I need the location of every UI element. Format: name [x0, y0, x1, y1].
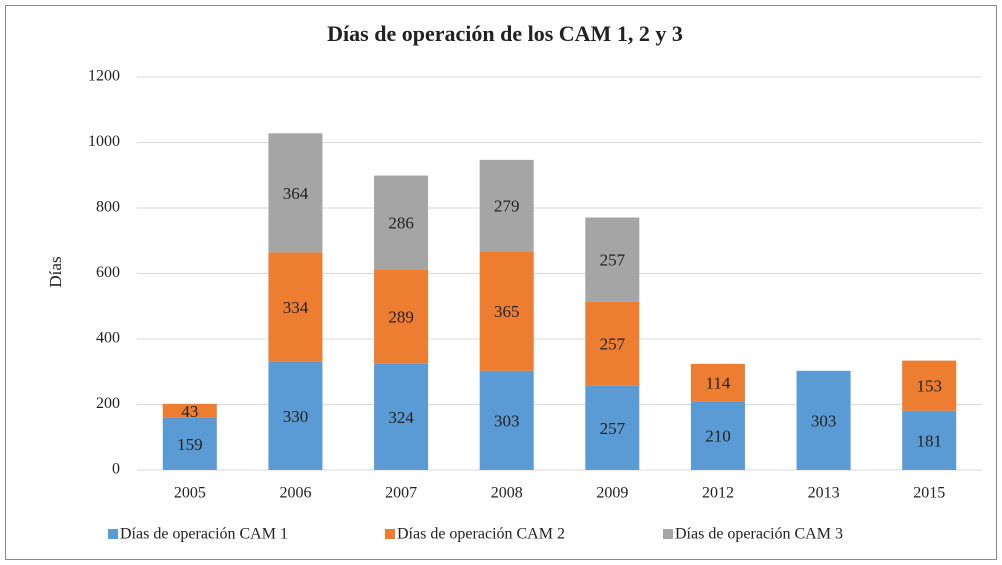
data-label: 153	[916, 377, 942, 396]
x-tick-label: 2009	[596, 485, 628, 502]
bar-segment	[902, 410, 957, 470]
data-label: 289	[388, 307, 414, 326]
y-tick-label: 600	[96, 264, 120, 281]
data-label: 365	[494, 302, 520, 321]
data-label: 334	[283, 298, 309, 317]
x-tick-label: 2008	[491, 485, 523, 502]
bar-segment	[374, 269, 429, 364]
bar-segment	[268, 133, 323, 253]
legend-label: Días de operación CAM 2	[397, 526, 565, 543]
bar-segment	[268, 252, 323, 362]
bar-segment	[690, 401, 745, 470]
x-tick-label: 2015	[913, 485, 945, 502]
data-label: 364	[283, 184, 309, 203]
x-tick-label: 2005	[174, 485, 206, 502]
y-tick-label: 400	[96, 330, 120, 347]
legend-swatch	[663, 529, 673, 539]
data-label: 181	[916, 431, 942, 450]
bar-segment	[690, 363, 745, 402]
data-label: 43	[181, 402, 198, 421]
data-label: 303	[494, 411, 520, 430]
legend-swatch	[108, 529, 118, 539]
legend-swatch	[385, 529, 395, 539]
chart-title: Días de operación de los CAM 1, 2 y 3	[327, 21, 683, 46]
bar-segment	[268, 361, 323, 470]
data-label: 114	[706, 373, 731, 392]
y-tick-label: 200	[96, 395, 120, 412]
y-tick-label: 800	[96, 199, 120, 216]
bar-segment	[585, 385, 640, 470]
x-tick-label: 2012	[702, 485, 734, 502]
bar-segment	[374, 363, 429, 470]
bar-segment	[162, 417, 217, 470]
bar-segment	[796, 370, 851, 470]
bar-segment	[585, 301, 640, 386]
data-label: 286	[388, 213, 414, 232]
bar-segment	[479, 159, 534, 252]
data-label: 159	[177, 435, 203, 454]
bar-segment	[585, 217, 640, 302]
bar-segment	[479, 251, 534, 371]
legend-label: Días de operación CAM 1	[120, 526, 288, 543]
data-label: 324	[388, 408, 414, 427]
data-label: 257	[600, 419, 626, 438]
data-label: 279	[494, 196, 520, 215]
data-label: 257	[600, 335, 626, 354]
y-tick-label: 0	[112, 461, 120, 478]
x-tick-label: 2007	[385, 485, 417, 502]
data-label: 330	[283, 407, 309, 426]
data-label: 303	[811, 411, 837, 430]
y-tick-label: 1000	[88, 133, 120, 150]
y-axis-label: Días	[46, 256, 65, 287]
y-tick-label: 1200	[88, 68, 120, 85]
legend-label: Días de operación CAM 3	[675, 526, 843, 543]
data-label: 257	[600, 250, 626, 269]
x-tick-label: 2006	[279, 485, 311, 502]
bar-segment	[479, 370, 534, 470]
bar-segment	[902, 360, 957, 411]
data-label: 210	[705, 427, 731, 446]
x-tick-label: 2013	[808, 485, 840, 502]
bar-segment	[162, 403, 217, 418]
bar-segment	[374, 175, 429, 270]
